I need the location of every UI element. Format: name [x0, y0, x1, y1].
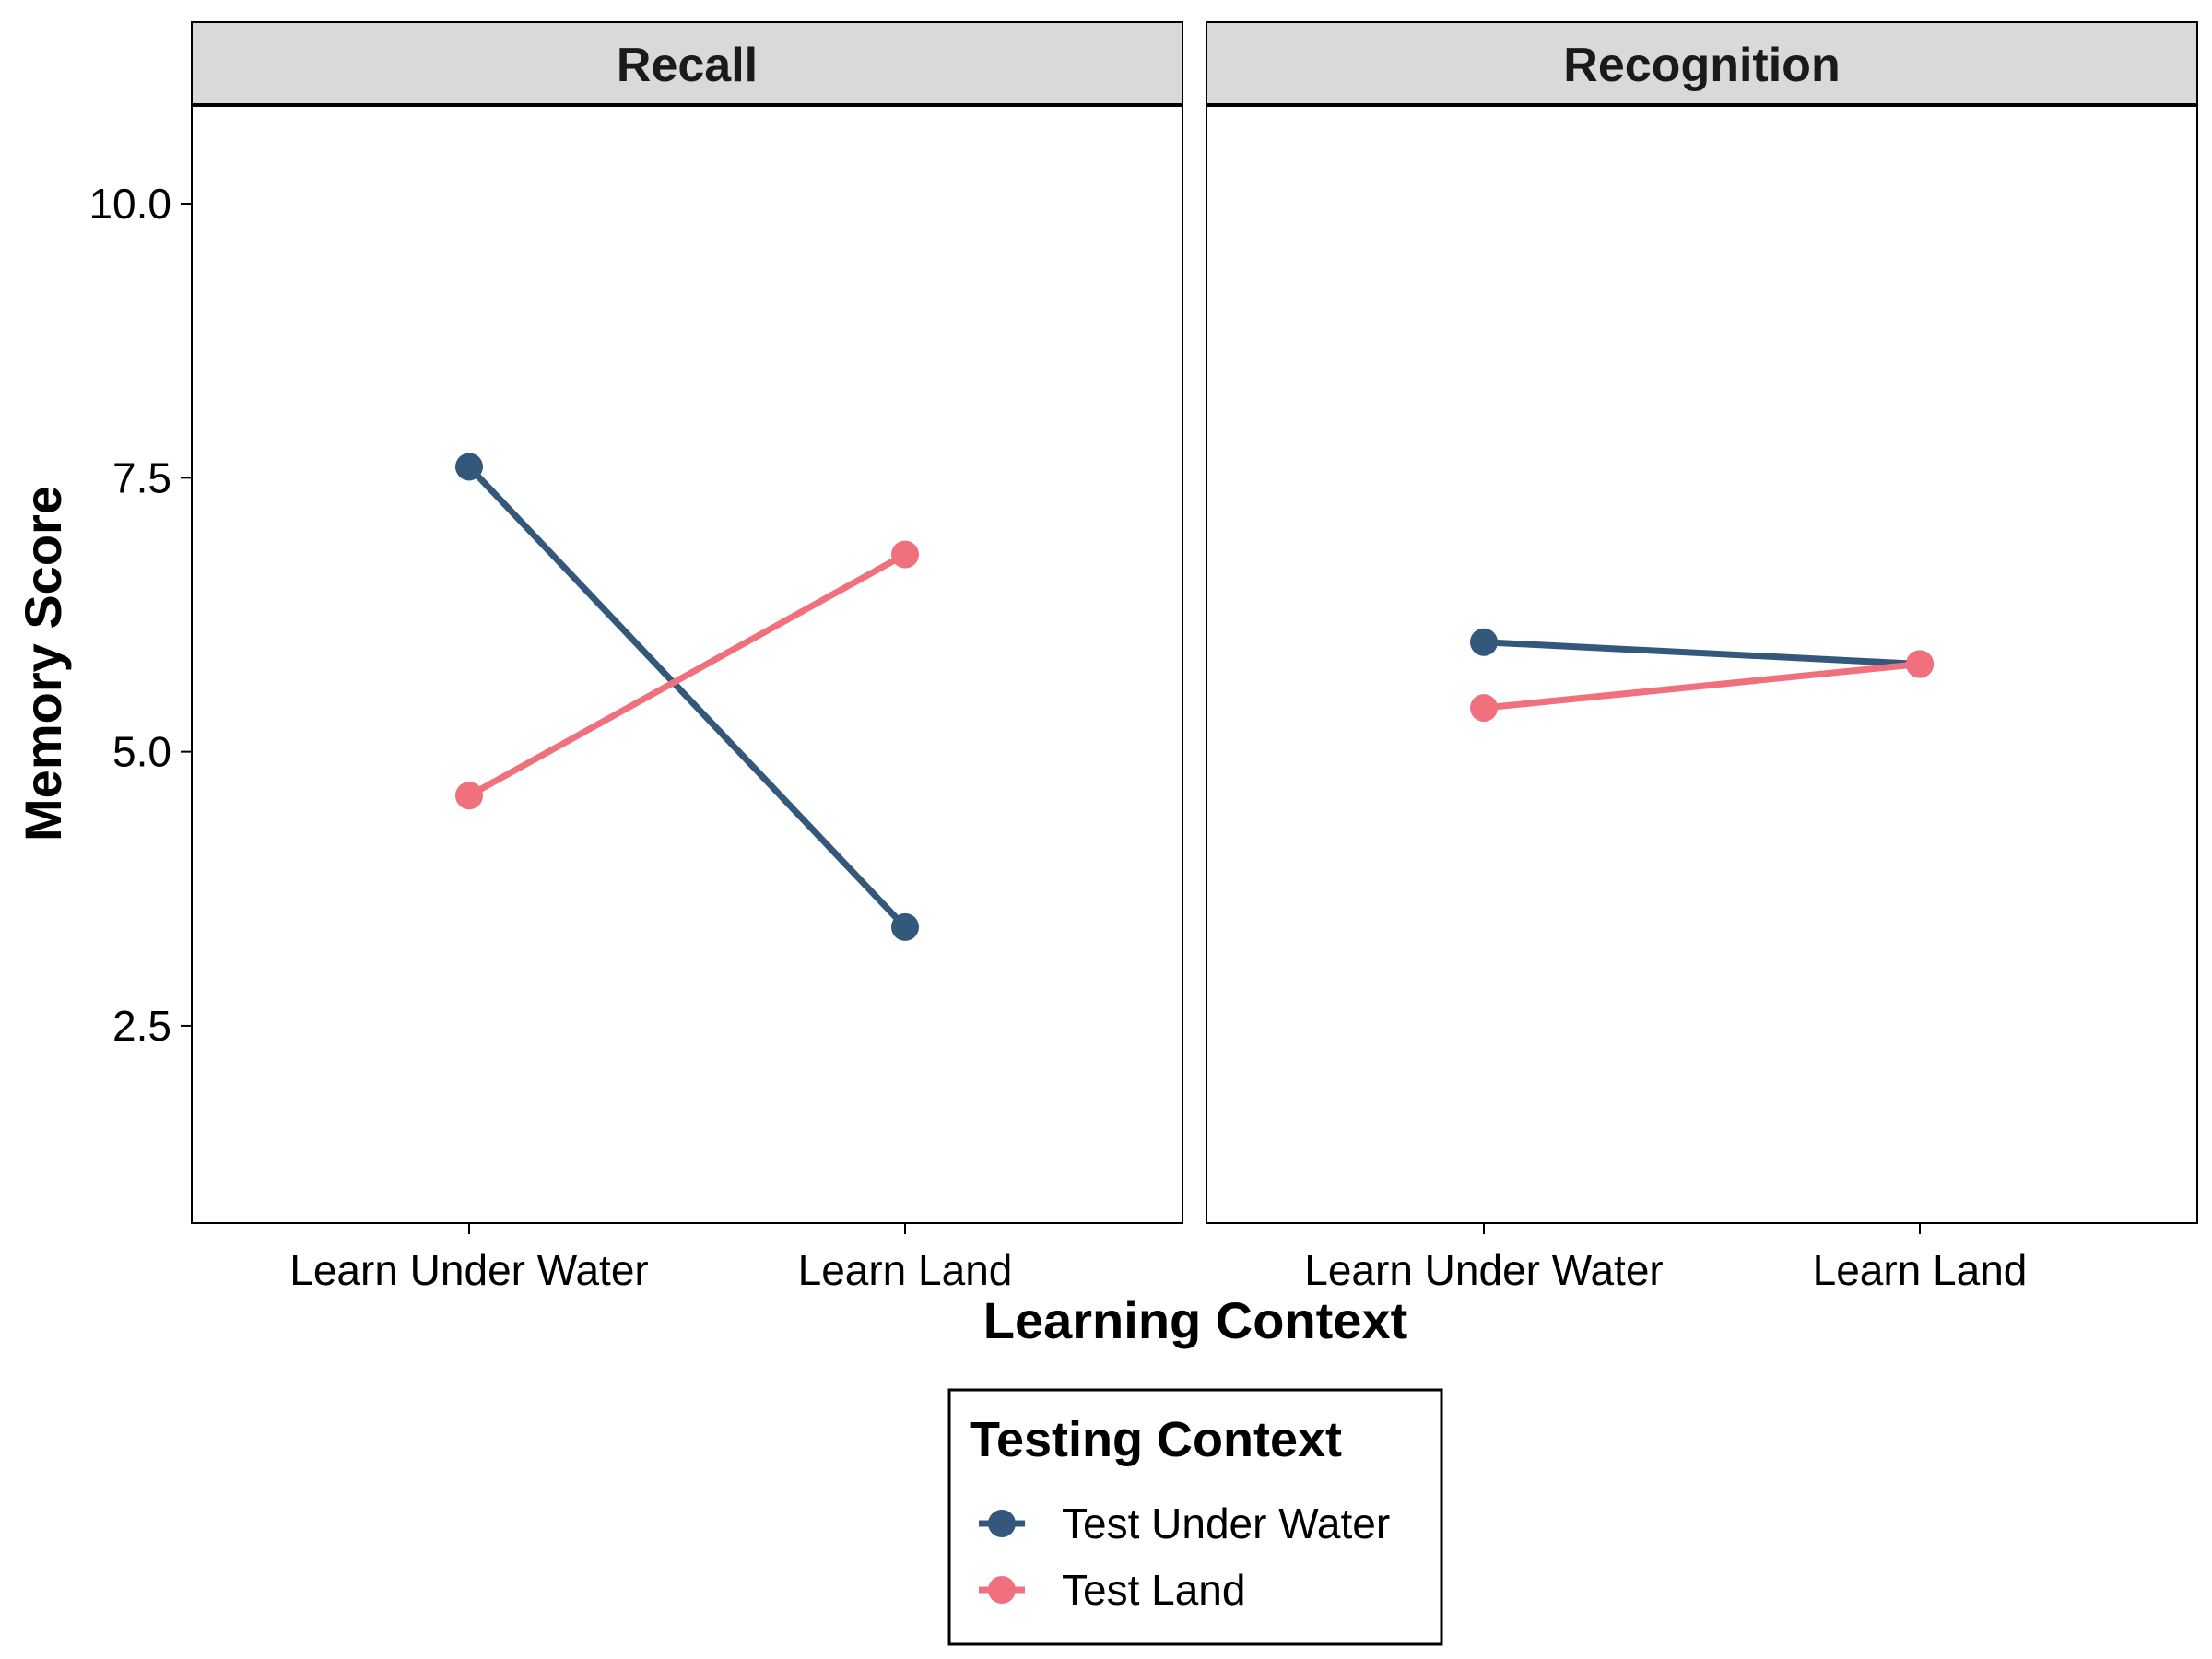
data-point [1470, 694, 1498, 723]
legend-item: Test Under Water [979, 1500, 1390, 1547]
data-point [455, 453, 483, 481]
legend-title: Testing Context [970, 1412, 1342, 1467]
series-line-1 [1480, 661, 1924, 712]
legend-key-point [988, 1510, 1016, 1537]
data-point [1906, 650, 1934, 678]
facet-panel-0: Recall Learn Under Water Learn Land [191, 21, 1183, 1294]
legend-key-point [988, 1576, 1016, 1604]
facet-strip-label: Recall [617, 39, 758, 92]
legend-label: Test Land [1062, 1566, 1245, 1614]
x-tick-label: Learn Under Water [1304, 1246, 1663, 1294]
y-tick-label: 2.5 [112, 1002, 171, 1050]
y-tick-label: 5.0 [112, 728, 171, 776]
series-line-1 [465, 551, 909, 799]
y-tick-label: 10.0 [88, 180, 171, 228]
x-tick-label: Learn Land [798, 1246, 1013, 1294]
series-line-0 [1480, 639, 1924, 667]
panel-frame [1206, 104, 2198, 1224]
legend-label: Test Under Water [1062, 1500, 1390, 1547]
data-point [891, 540, 919, 569]
legend-box [947, 1388, 1443, 1646]
x-tick-label: Learn Land [1813, 1246, 2028, 1294]
y-axis-title: Memory Score [14, 486, 72, 841]
facet-panel-1: Recognition Learn Under Water Learn Land [1206, 21, 2198, 1294]
facet-strip-label: Recognition [1563, 39, 1840, 92]
y-tick-label: 7.5 [112, 453, 171, 501]
data-point [1470, 628, 1498, 656]
data-point [455, 782, 483, 810]
facet-strip [191, 21, 1183, 106]
legend: Testing Context Test Under Water Test Lan… [947, 1388, 1443, 1646]
x-axis-title: Learning Context [983, 1291, 1407, 1349]
legend-item: Test Land [979, 1566, 1245, 1614]
data-point [891, 912, 919, 941]
panel-frame [191, 104, 1183, 1224]
series-line-0 [465, 463, 909, 931]
x-tick-label: Learn Under Water [289, 1246, 648, 1294]
